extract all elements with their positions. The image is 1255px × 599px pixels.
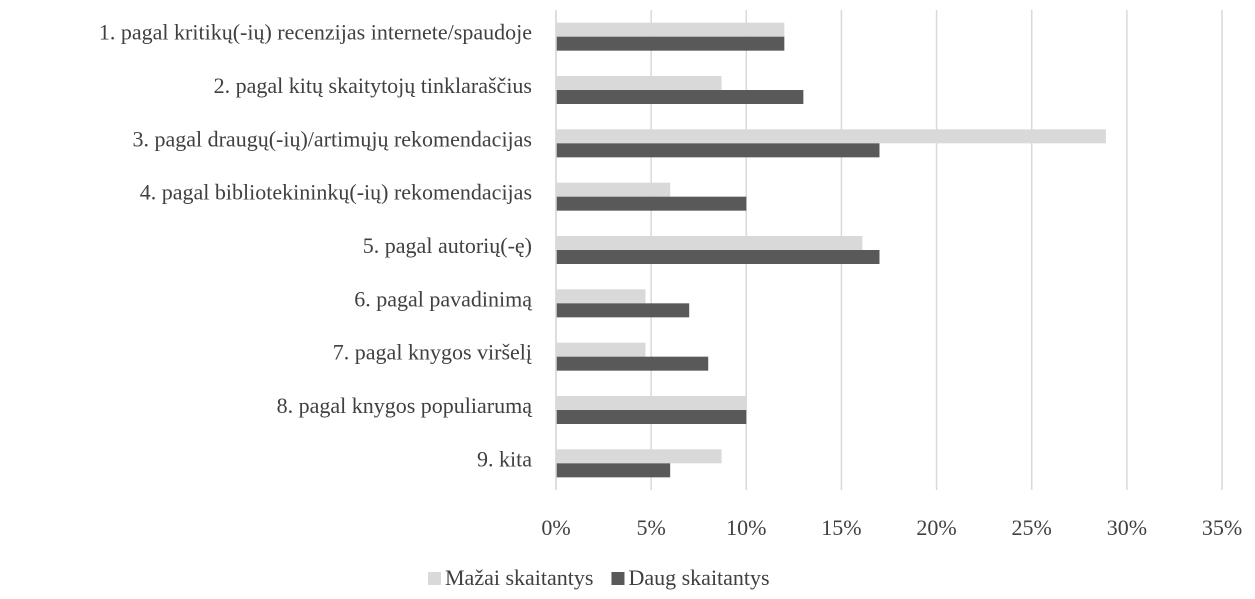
x-tick-label: 0% (541, 515, 570, 540)
y-tick-label: 1. pagal kritikų(-ių) recenzijas interne… (99, 20, 532, 45)
bar (556, 303, 690, 318)
y-tick-label: 6. pagal pavadinimą (354, 286, 532, 311)
bar (556, 182, 671, 197)
x-tick-label: 15% (821, 515, 861, 540)
bar (556, 356, 709, 371)
bar (556, 143, 880, 158)
y-tick-label: 9. kita (477, 446, 532, 471)
bar (556, 36, 785, 51)
bar (556, 236, 863, 250)
bar (556, 289, 646, 304)
y-tick-label: 7. pagal knygos viršelį (333, 340, 532, 365)
legend-label: Mažai skaitantys (445, 565, 593, 590)
x-tick-label: 25% (1012, 515, 1052, 540)
bar (556, 463, 671, 478)
legend-label: Daug skaitantys (628, 565, 769, 590)
bar (556, 342, 646, 357)
x-tick-label: 30% (1107, 515, 1147, 540)
y-tick-label: 4. pagal bibliotekininkų(-ių) rekomendac… (140, 180, 532, 205)
y-tick-label: 8. pagal knygos populiarumą (277, 393, 533, 418)
bar (556, 250, 880, 264)
bar (556, 449, 722, 464)
bar (556, 196, 747, 211)
y-tick-label: 5. pagal autorių(-ę) (363, 233, 532, 258)
x-tick-label: 35% (1202, 515, 1242, 540)
bar (556, 22, 785, 37)
legend-swatch (611, 572, 625, 585)
x-tick-label: 5% (636, 515, 665, 540)
bar (556, 396, 747, 410)
y-tick-label: 2. pagal kitų skaitytojų tinklaraščius (214, 73, 532, 98)
x-tick-label: 20% (916, 515, 956, 540)
bar (556, 76, 722, 90)
x-tick-label: 10% (726, 515, 766, 540)
y-tick-label: 3. pagal draugų(-ių)/artimųjų rekomendac… (132, 126, 532, 151)
bar (556, 410, 747, 424)
bar (556, 90, 804, 104)
bar (556, 129, 1106, 144)
legend-swatch (428, 572, 441, 585)
